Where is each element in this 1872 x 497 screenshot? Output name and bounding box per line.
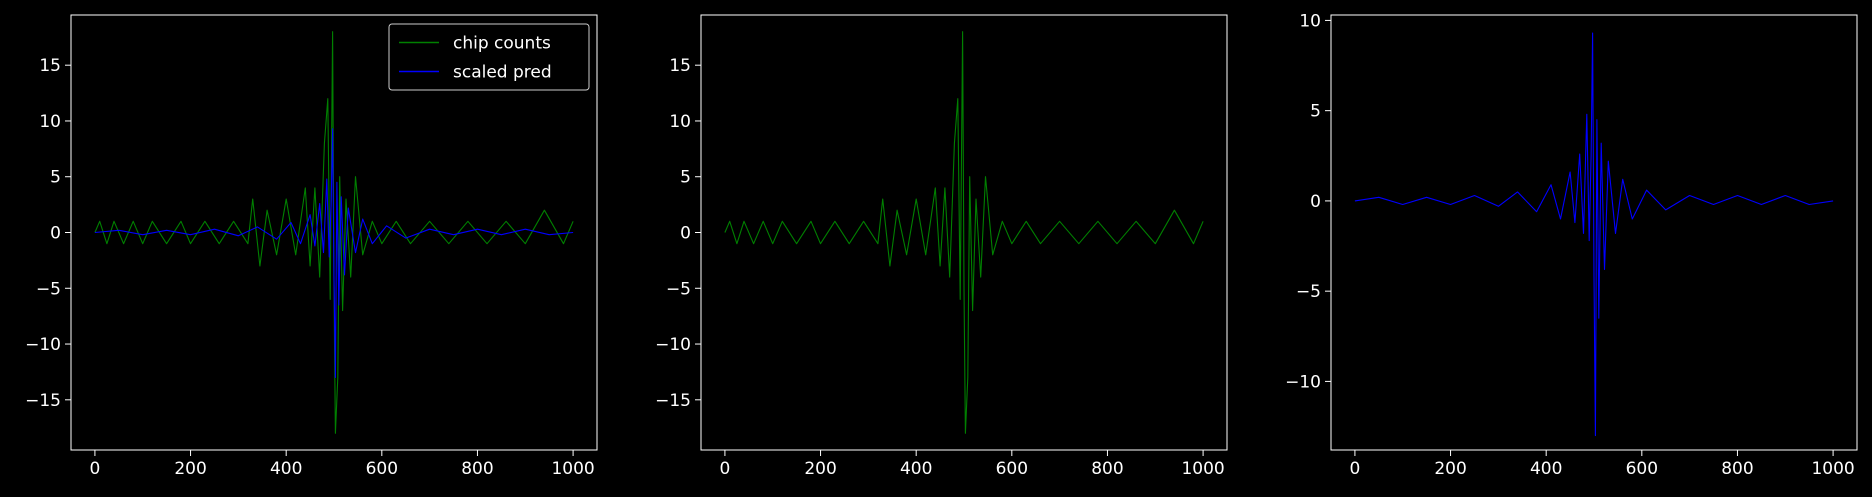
y-tick-label: −15 (655, 391, 691, 411)
y-tick-label: 0 (680, 224, 691, 244)
y-tick-label: 5 (50, 168, 61, 188)
y-tick-label: 10 (39, 112, 61, 132)
y-tick-label: −15 (25, 391, 61, 411)
x-tick-label: 200 (174, 459, 206, 479)
x-tick-label: 600 (1626, 459, 1658, 479)
legend-label: scaled pred (453, 63, 552, 83)
x-tick-label: 0 (89, 459, 100, 479)
y-tick-label: 10 (669, 112, 691, 132)
x-tick-label: 600 (366, 459, 398, 479)
y-tick-label: −10 (655, 335, 691, 355)
series-line-series-1 (1354, 32, 1834, 437)
series-line-chip-counts (94, 31, 574, 434)
y-tick-label: −5 (666, 279, 691, 299)
y-tick-label: 15 (669, 56, 691, 76)
axes-frame (1330, 14, 1858, 451)
x-tick-label: 600 (996, 459, 1028, 479)
x-tick-label: 800 (1091, 459, 1123, 479)
legend-label: chip counts (453, 34, 551, 54)
y-tick-label: 5 (1310, 102, 1321, 122)
x-tick-label: 0 (719, 459, 730, 479)
x-tick-label: 400 (1530, 459, 1562, 479)
chart-panel-3: 0 200 400 600 800 1000 −10 −5 0 5 10 (1285, 11, 1858, 479)
y-tick-label: −5 (36, 279, 61, 299)
x-tick-label: 800 (461, 459, 493, 479)
x-tick-label: 800 (1721, 459, 1753, 479)
x-tick-label: 0 (1349, 459, 1360, 479)
x-tick-label: 200 (804, 459, 836, 479)
legend-box (388, 23, 590, 91)
chart-panel-2: 0 200 400 600 800 1000 −15 −10 −5 0 5 10 15 (655, 14, 1228, 479)
x-tick-label: 1000 (1181, 459, 1224, 479)
series-line-series-1 (724, 31, 1204, 434)
y-tick-label: 0 (1310, 192, 1321, 212)
y-tick-label: 5 (680, 168, 691, 188)
y-tick-label: −5 (1296, 282, 1321, 302)
x-tick-label: 400 (900, 459, 932, 479)
x-tick-label: 200 (1434, 459, 1466, 479)
chart-panel-1: 0 200 400 600 800 1000 −15 −10 −5 0 5 10 15 chip coun… (25, 14, 598, 479)
series-line-scaled-pred (94, 128, 574, 379)
x-tick-label: 1000 (551, 459, 594, 479)
y-tick-label: 10 (1299, 11, 1321, 31)
y-tick-label: −10 (25, 335, 61, 355)
y-tick-label: 0 (50, 224, 61, 244)
x-tick-label: 1000 (1811, 459, 1854, 479)
y-tick-label: 15 (39, 56, 61, 76)
legend: chip counts scaled pred (388, 23, 590, 91)
x-tick-label: 400 (270, 459, 302, 479)
y-tick-label: −10 (1285, 372, 1321, 392)
